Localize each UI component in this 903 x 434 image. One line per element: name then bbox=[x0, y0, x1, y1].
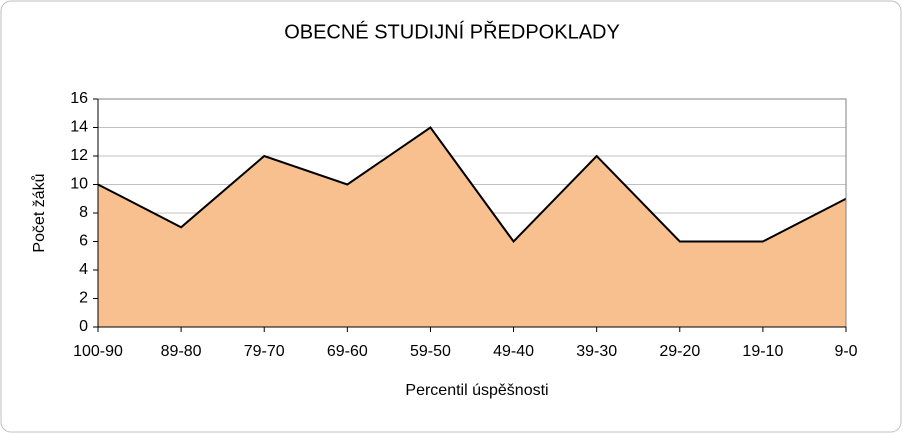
x-tick-label: 79-70 bbox=[244, 343, 285, 360]
x-tick-label: 69-60 bbox=[327, 343, 368, 360]
y-tick-label: 6 bbox=[79, 233, 88, 250]
x-axis-label: Percentil úspěšnosti bbox=[405, 382, 548, 399]
y-tick-label: 0 bbox=[79, 318, 88, 335]
x-tick-label: 89-80 bbox=[161, 343, 202, 360]
y-tick-label: 10 bbox=[70, 176, 88, 193]
y-tick-label: 16 bbox=[70, 90, 88, 107]
y-tick-label: 8 bbox=[79, 204, 88, 221]
y-tick-label: 4 bbox=[79, 261, 88, 278]
y-tick-label: 2 bbox=[79, 290, 88, 307]
area bbox=[98, 127, 846, 327]
x-tick-label: 9-0 bbox=[834, 343, 857, 360]
x-tick-label: 49-40 bbox=[493, 343, 534, 360]
area-line bbox=[97, 126, 847, 244]
y-tick-label: 12 bbox=[70, 147, 88, 164]
x-tick-label: 100-90 bbox=[73, 343, 123, 360]
x-tick-label: 19-10 bbox=[742, 343, 783, 360]
y-axis-label: Počet žáků bbox=[30, 173, 48, 252]
y-tick-label: 14 bbox=[70, 119, 88, 136]
x-tick-label: 29-20 bbox=[659, 343, 700, 360]
x-tick-label: 59-50 bbox=[410, 343, 451, 360]
chart-title: OBECNÉ STUDIJNÍ PŘEDPOKLADY bbox=[284, 20, 620, 43]
x-tick-label: 39-30 bbox=[576, 343, 617, 360]
